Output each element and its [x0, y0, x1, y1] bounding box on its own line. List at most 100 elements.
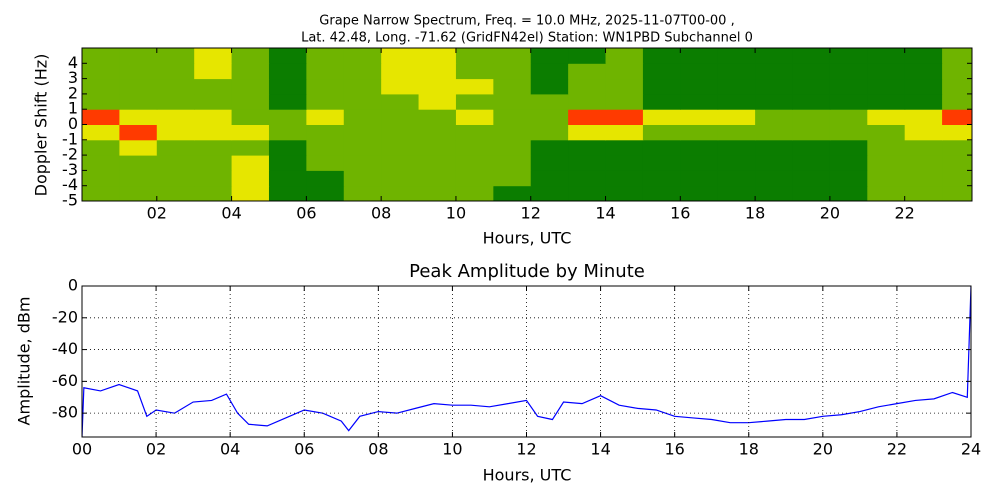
y-tick-label: 4	[68, 53, 78, 72]
heatmap-cell	[530, 109, 569, 125]
heatmap-cell	[231, 78, 270, 95]
heatmap-cell	[867, 124, 906, 141]
heatmap-cell	[343, 170, 382, 187]
heatmap-cell	[680, 109, 719, 125]
heatmap-cell	[418, 109, 457, 125]
heatmap-cell	[942, 93, 972, 110]
heatmap-cell	[82, 170, 120, 187]
heatmap-cell	[194, 109, 233, 125]
y-tick-label: -20	[52, 307, 78, 326]
heatmap-cell	[119, 170, 158, 187]
x-tick-label: 02	[146, 440, 166, 459]
heatmap-cell	[942, 185, 972, 201]
heatmap-cell	[455, 109, 494, 125]
heatmap-cell	[904, 185, 943, 201]
y-tick-label: 0	[68, 114, 78, 133]
heatmap-cell	[605, 63, 644, 80]
heatmap-cell	[717, 78, 756, 95]
heatmap-cell	[792, 124, 831, 141]
heatmap-cell	[642, 78, 681, 95]
heatmap-cell	[343, 139, 382, 156]
heatmap-cell	[119, 109, 158, 125]
heatmap-cell	[942, 63, 972, 80]
heatmap-cell	[194, 124, 233, 141]
heatmap-cell	[306, 63, 345, 80]
heatmap-cell	[530, 124, 569, 141]
x-tick-label: 20	[813, 440, 833, 459]
heatmap-cell	[717, 63, 756, 80]
heatmap-cell	[343, 109, 382, 125]
heatmap-cell	[82, 139, 120, 156]
heatmap-cell	[343, 93, 382, 110]
heatmap-cell	[568, 170, 607, 187]
heatmap-cell	[867, 78, 906, 95]
heatmap-cell	[717, 139, 756, 156]
heatmap-cell	[119, 124, 158, 141]
heatmap-cell	[231, 48, 270, 64]
heatmap-cell	[717, 155, 756, 171]
heatmap-cell	[605, 139, 644, 156]
heatmap-cell	[268, 185, 307, 201]
y-tick-label: -1	[62, 129, 78, 148]
heatmap-cell	[493, 155, 532, 171]
heatmap-cell	[530, 63, 569, 80]
heatmap-cell	[642, 139, 681, 156]
heatmap-cell	[904, 63, 943, 80]
heatmap-cell	[904, 170, 943, 187]
x-tick-label: 04	[220, 440, 240, 459]
chart-title: Peak Amplitude by Minute	[409, 261, 645, 282]
heatmap-cell	[642, 185, 681, 201]
heatmap-cell	[455, 124, 494, 141]
heatmap-cell	[605, 109, 644, 125]
heatmap-cell	[306, 124, 345, 141]
heatmap-cell	[867, 185, 906, 201]
heatmap-cell	[530, 93, 569, 110]
heatmap-cell	[942, 48, 972, 64]
heatmap-cell	[493, 139, 532, 156]
y-axis-label: Doppler Shift (Hz)	[32, 54, 51, 197]
heatmap-cell	[231, 155, 270, 171]
heatmap-cell	[942, 109, 972, 125]
heatmap-cell	[493, 124, 532, 141]
heatmap-cell	[829, 48, 868, 64]
heatmap-cell	[530, 185, 569, 201]
heatmap-cell	[904, 48, 943, 64]
y-tick-label: 2	[68, 83, 78, 102]
heatmap-cell	[231, 124, 270, 141]
heatmap-cell	[642, 155, 681, 171]
x-axis-label: Hours, UTC	[483, 229, 572, 248]
heatmap-cell	[194, 185, 233, 201]
heatmap-cell	[455, 48, 494, 64]
y-tick-label: -5	[62, 191, 78, 210]
heatmap-cell	[381, 185, 420, 201]
x-tick-label: 12	[516, 440, 536, 459]
heatmap-cell	[268, 124, 307, 141]
heatmap-cell	[493, 63, 532, 80]
heatmap-cell	[343, 185, 382, 201]
heatmap-cell	[568, 93, 607, 110]
line	[82, 286, 971, 437]
heatmap-cell	[268, 93, 307, 110]
x-tick-label: 06	[296, 204, 316, 223]
heatmap-cell	[119, 78, 158, 95]
heatmap-cell	[306, 170, 345, 187]
x-tick-label: 14	[590, 440, 610, 459]
heatmap-cell	[82, 93, 120, 110]
heatmap-cell	[605, 124, 644, 141]
heatmap-cell	[717, 124, 756, 141]
heatmap-cell	[119, 48, 158, 64]
heatmap-cell	[268, 78, 307, 95]
heatmap-cell	[119, 185, 158, 201]
x-tick-label: 24	[961, 440, 981, 459]
heatmap-cell	[231, 109, 270, 125]
heatmap-cell	[867, 48, 906, 64]
heatmap-cell	[194, 139, 233, 156]
heatmap-cell	[194, 155, 233, 171]
heatmap-cell	[455, 139, 494, 156]
heatmap-cell	[680, 185, 719, 201]
heatmap-cell	[867, 155, 906, 171]
heatmap-cell	[156, 155, 195, 171]
y-tick-label: 1	[68, 99, 78, 118]
heatmap-cell	[306, 109, 345, 125]
